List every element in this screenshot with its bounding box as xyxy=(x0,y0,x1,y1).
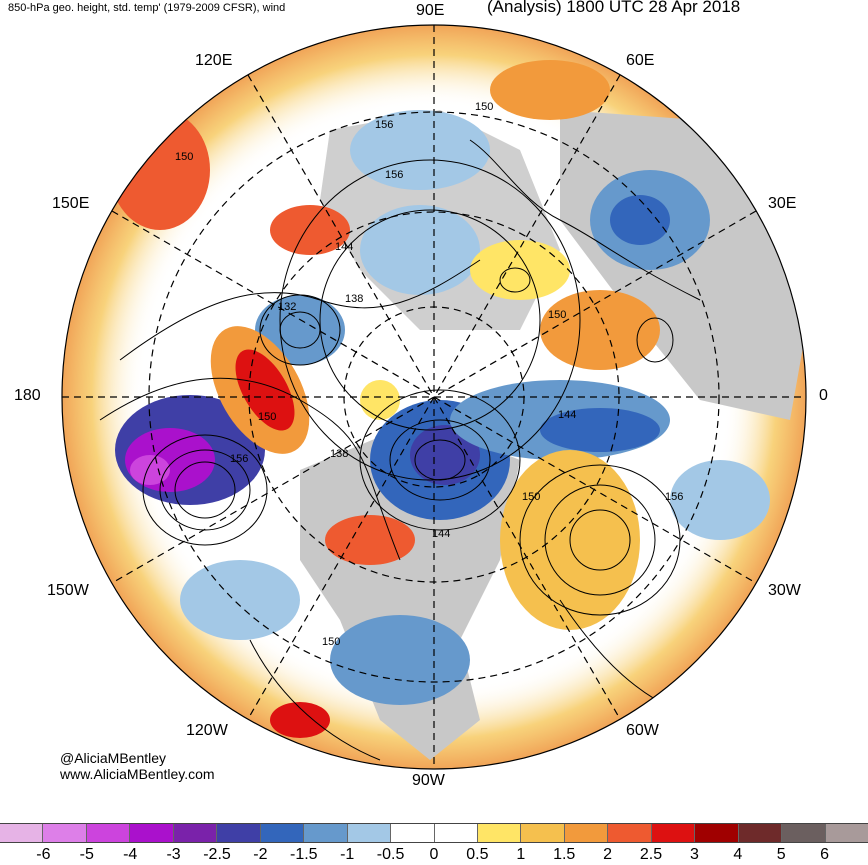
colorbar-tick-label: -5 xyxy=(79,846,94,863)
colorbar-tick-label: -6 xyxy=(36,846,51,863)
colorbar-swatch xyxy=(391,824,435,842)
lon-label-0: 0 xyxy=(819,387,828,404)
colorbar-swatch xyxy=(304,824,348,842)
colorbar-swatch xyxy=(86,824,131,842)
credit-handle: @AliciaMBentley xyxy=(60,750,167,766)
lon-label-150e: 150E xyxy=(52,195,90,212)
colorbar-swatch xyxy=(477,824,522,842)
colorbar-swatch xyxy=(564,824,609,842)
colorbar-tick-label: -4 xyxy=(123,846,138,863)
colorbar-tick-label: 1.5 xyxy=(553,846,576,863)
contour-label: 156 xyxy=(375,119,393,131)
lon-label-30e: 30E xyxy=(768,195,797,212)
colorbar-tick-label: -3 xyxy=(166,846,181,863)
colorbar-tick-label: 4 xyxy=(733,846,743,863)
colorbar-swatch xyxy=(521,824,565,842)
colorbar-swatch xyxy=(825,824,868,842)
contour-label: 156 xyxy=(665,491,683,503)
lon-label-120w: 120W xyxy=(186,722,228,739)
temperature-anomaly-colorbar xyxy=(0,823,868,843)
lon-label-90w: 90W xyxy=(412,772,445,789)
contour-label: 150 xyxy=(522,491,540,503)
contour-label: 150 xyxy=(475,101,493,113)
colorbar-swatch xyxy=(434,824,478,842)
colorbar-tick-label: 6 xyxy=(820,846,830,863)
contour-label: 156 xyxy=(385,169,403,181)
colorbar-swatch xyxy=(43,824,87,842)
lon-label-60w: 60W xyxy=(626,722,659,739)
contour-label: 138 xyxy=(330,448,348,460)
contour-label: 150 xyxy=(322,636,340,648)
contour-label: 144 xyxy=(432,528,450,540)
contour-label: 156 xyxy=(230,453,248,465)
colorbar-tick-label: 3 xyxy=(689,846,699,863)
colorbar-swatch xyxy=(217,824,261,842)
colorbar-tick-label: 2.5 xyxy=(639,846,663,863)
contour-label: 144 xyxy=(558,409,576,421)
contour-label: 150 xyxy=(175,151,193,163)
contour-label: 138 xyxy=(345,293,363,305)
colorbar-tick-label: -2 xyxy=(253,846,268,863)
colorbar-swatch xyxy=(651,824,696,842)
map-title-left: 850-hPa geo. height, std. temp' (1979-20… xyxy=(8,2,286,14)
lat-lon-grid xyxy=(62,25,806,769)
lon-label-60e: 60E xyxy=(626,52,655,69)
colorbar-tick-label: -0.5 xyxy=(376,846,405,863)
colorbar-swatch xyxy=(130,824,174,842)
colorbar-tick-label: 1 xyxy=(516,846,526,863)
lon-label-90e: 90E xyxy=(416,2,445,19)
colorbar-swatch xyxy=(695,824,739,842)
map-title-right: (Analysis) 1800 UTC 28 Apr 2018 xyxy=(487,0,741,16)
colorbar-tick-label: 0.5 xyxy=(466,846,489,863)
lon-label-150w: 150W xyxy=(47,582,89,599)
colorbar-tick-label: -2.5 xyxy=(203,846,231,863)
credit-website: www.AliciaMBentley.com xyxy=(60,766,215,782)
colorbar-tick-label: 2 xyxy=(603,846,613,863)
contour-label: 150 xyxy=(258,411,276,423)
lon-label-30w: 30W xyxy=(768,582,801,599)
map-boundary-circle xyxy=(61,24,807,770)
colorbar-tick-label: 0 xyxy=(429,846,439,863)
colorbar-tick-label: 5 xyxy=(776,846,786,863)
colorbar-swatch xyxy=(608,824,652,842)
lon-label-180: 180 xyxy=(14,387,41,404)
colorbar-swatch xyxy=(347,824,392,842)
colorbar-swatch xyxy=(173,824,218,842)
geopotential-height-contours xyxy=(99,139,701,761)
colorbar-swatch xyxy=(738,824,783,842)
contour-label: 150 xyxy=(548,309,566,321)
colorbar-swatch xyxy=(260,824,305,842)
contour-label: 144 xyxy=(335,241,353,253)
colorbar-tick-label: -1.5 xyxy=(290,846,318,863)
colorbar-tick-label: -1 xyxy=(340,846,355,863)
lon-label-120e: 120E xyxy=(195,52,233,69)
contour-label-group: 150 156 156 150 144 132 138 150 150 144 … xyxy=(175,101,683,648)
colorbar-swatch xyxy=(0,824,44,842)
contour-label: 132 xyxy=(278,301,296,313)
colorbar-swatch xyxy=(782,824,826,842)
